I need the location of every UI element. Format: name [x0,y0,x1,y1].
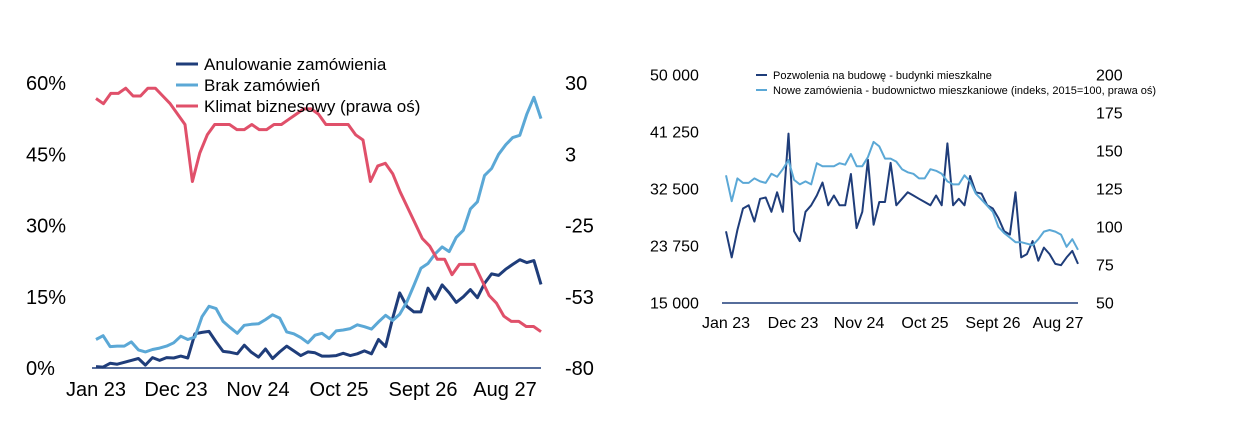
y-right-tick-label: 150 [1096,144,1123,161]
x-tick-label: Oct 25 [310,379,369,401]
y-right-tick-label: 50 [1096,296,1114,313]
x-tick-label: Dec 23 [144,379,207,401]
y-left-tick-label: 45% [26,144,66,166]
chart-left: 0% 15% 30% 45% 60% -80 -53 -25 3 30 Jan 23 Dec 23 No… [26,55,594,401]
legend-label: Pozwolenia na budowę - budynki mieszkaln… [773,70,992,82]
series-line-2 [725,140,1079,251]
x-tick-label: Nov 24 [834,315,885,332]
x-tick-label: Nov 24 [226,379,289,401]
x-tick-label: Oct 25 [901,315,948,332]
y-left-tick-label: 15% [26,287,66,309]
y-right-tick-label: 75 [1096,258,1114,275]
legend-label: Brak zamówień [204,76,320,95]
y-right-tick-label: 100 [1096,220,1123,237]
series-line-3 [95,86,542,333]
series-line-1 [95,258,543,369]
x-tick-label: Jan 23 [66,379,126,401]
y-right-tick-label: 3 [565,144,576,166]
y-right-tick-label: -25 [565,216,594,238]
y-left-tick-label: 30% [26,216,66,238]
y-left-tick-label: 32 500 [650,182,699,199]
y-left-tick-label: 50 000 [650,68,699,85]
series-line-1 [725,132,1079,267]
y-right-tick-label: 200 [1096,68,1123,85]
x-tick-label: Aug 27 [1033,315,1084,332]
y-right-tick-label: 175 [1096,106,1123,123]
legend-label: Klimat biznesowy (prawa oś) [204,97,420,116]
y-right-tick-label: 30 [565,73,587,95]
x-tick-label: Sept 26 [965,315,1020,332]
legend-label: Nowe zamówienia - budownictwo mieszkanio… [773,85,1156,97]
y-left-tick-label: 23 750 [650,239,699,256]
series-line-2 [95,95,543,354]
y-left-tick-label: 60% [26,73,66,95]
y-left-tick-label: 41 250 [650,125,699,142]
x-tick-label: Aug 27 [473,379,536,401]
y-right-tick-label: -80 [565,358,594,380]
x-tick-label: Dec 23 [768,315,819,332]
y-right-tick-label: -53 [565,287,594,309]
y-left-tick-label: 0% [26,358,55,380]
y-right-tick-label: 125 [1096,182,1123,199]
y-left-tick-label: 15 000 [650,296,699,313]
x-tick-label: Sept 26 [389,379,458,401]
chart-right: 15 000 23 750 32 500 41 250 50 000 50 75 100 125… [650,68,1156,332]
x-tick-label: Jan 23 [702,315,750,332]
legend-label: Anulowanie zamówienia [204,55,387,74]
